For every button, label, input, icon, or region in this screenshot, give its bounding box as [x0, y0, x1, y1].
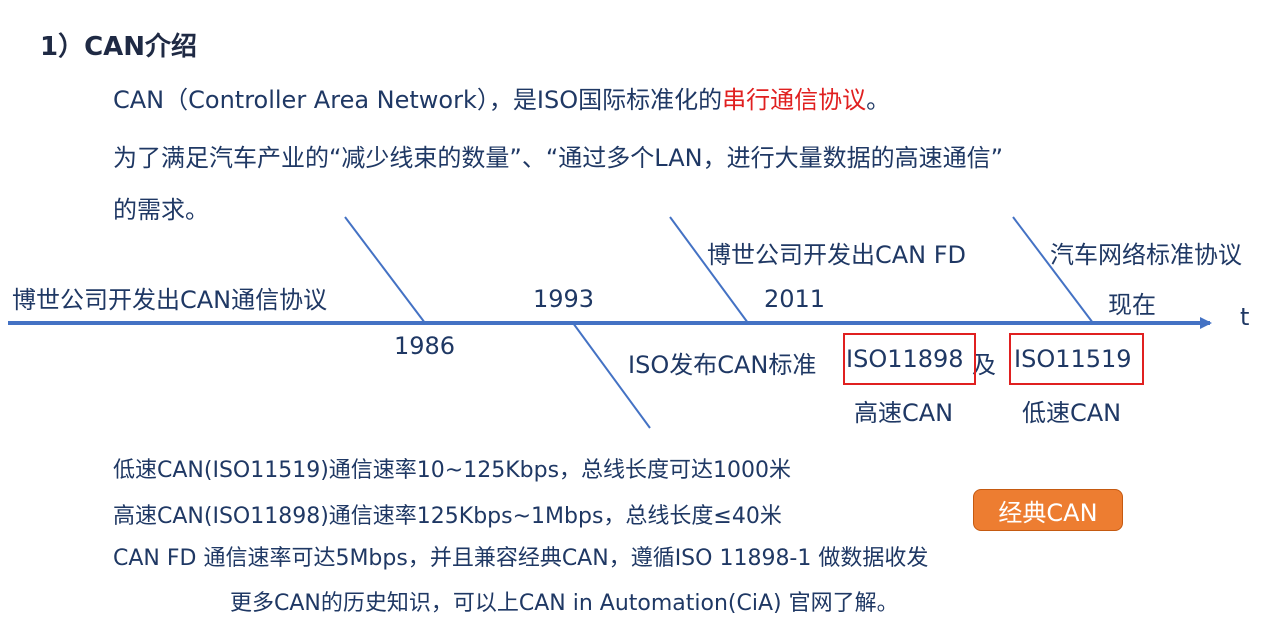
intro-line-1-text: CAN（Controller Area Network），是ISO国际标准化的: [113, 86, 723, 114]
high-speed-detail: 高速CAN(ISO11898)通信速率125Kbps~1Mbps，总线长度≤40…: [113, 504, 782, 529]
low-speed-detail: 低速CAN(ISO11519)通信速率10~125Kbps，总线长度可达1000…: [113, 458, 792, 483]
tick-1993: [572, 322, 651, 429]
intro-line-1-end: 。: [866, 86, 891, 114]
year-now: 现在: [1108, 291, 1156, 319]
intro-line-3: 的需求。: [113, 196, 209, 224]
iso11519-label: ISO11519: [1014, 345, 1132, 373]
canfd-detail: CAN FD 通信速率可达5Mbps，并且兼容经典CAN，遵循ISO 11898…: [113, 546, 929, 571]
section-heading: 1）CAN介绍: [40, 32, 198, 62]
axis-label-t: t: [1240, 303, 1250, 331]
iso11519-highlight-box: [1009, 333, 1144, 385]
tick-1986: [344, 216, 426, 324]
event-2011: 博世公司开发出CAN FD: [707, 241, 967, 269]
year-1986: 1986: [394, 332, 456, 360]
event-now: 汽车网络标准协议: [1050, 241, 1242, 269]
intro-line-1: CAN（Controller Area Network），是ISO国际标准化的串…: [113, 80, 890, 115]
intro-line-2: 为了满足汽车产业的“减少线束的数量”、“通过多个LAN，进行大量数据的高速通信”: [113, 144, 1004, 172]
year-2011: 2011: [764, 285, 826, 313]
event-1993: ISO发布CAN标准: [628, 351, 817, 379]
tick-now: [1012, 216, 1094, 324]
year-1993: 1993: [533, 285, 595, 313]
classic-can-badge: 经典CAN: [973, 489, 1123, 531]
more-history-note: 更多CAN的历史知识，可以上CAN in Automation(CiA) 官网了…: [230, 591, 899, 616]
and-label: 及: [972, 351, 996, 379]
low-speed-can-label: 低速CAN: [1022, 399, 1122, 427]
iso11898-label: ISO11898: [846, 345, 964, 373]
tick-2011: [669, 216, 749, 324]
serial-protocol-highlight: 串行通信协议: [722, 86, 867, 114]
iso11898-highlight-box: [843, 333, 976, 385]
high-speed-can-label: 高速CAN: [854, 399, 954, 427]
event-1986: 博世公司开发出CAN通信协议: [12, 286, 328, 314]
